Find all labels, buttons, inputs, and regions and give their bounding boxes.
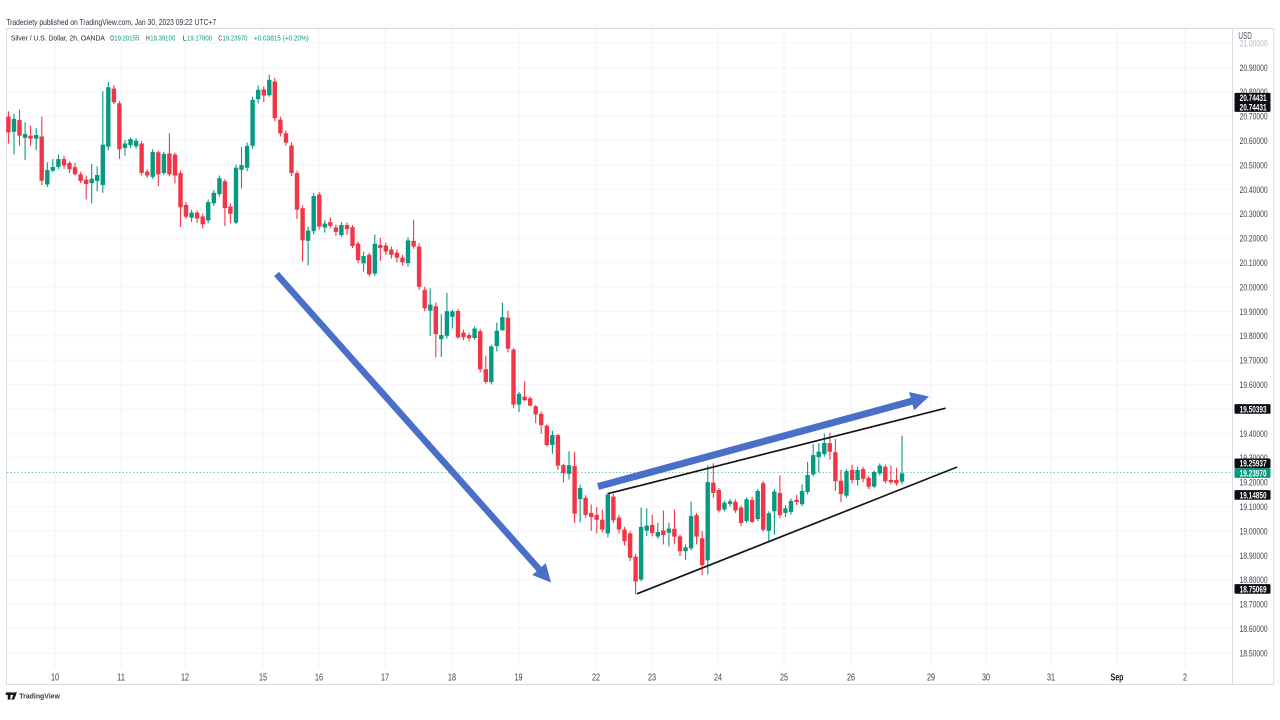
svg-text:18: 18 — [448, 672, 456, 683]
svg-text:Sep: Sep — [1111, 672, 1124, 683]
svg-text:19.17800: 19.17800 — [187, 34, 212, 43]
svg-text:20.20000: 20.20000 — [1240, 234, 1268, 245]
svg-text:10: 10 — [51, 672, 59, 683]
svg-text:O: O — [110, 34, 114, 43]
svg-text:18.80000: 18.80000 — [1240, 575, 1268, 586]
svg-text:19.60000: 19.60000 — [1240, 380, 1268, 391]
svg-text:19.23970: 19.23970 — [1240, 468, 1267, 478]
svg-text:20.30000: 20.30000 — [1240, 209, 1268, 220]
svg-text:2: 2 — [1183, 672, 1187, 683]
svg-text:20.90000: 20.90000 — [1240, 63, 1268, 74]
svg-text:31: 31 — [1047, 672, 1055, 683]
svg-text:16: 16 — [315, 672, 323, 683]
svg-text:L: L — [183, 34, 187, 43]
svg-text:20.80000: 20.80000 — [1240, 87, 1268, 98]
svg-text:26: 26 — [847, 672, 855, 683]
svg-text:20.10000: 20.10000 — [1240, 258, 1268, 269]
svg-text:19.70000: 19.70000 — [1240, 356, 1268, 367]
svg-text:24: 24 — [714, 672, 722, 683]
svg-text:20.50000: 20.50000 — [1240, 160, 1268, 171]
svg-text:20.70000: 20.70000 — [1240, 112, 1268, 123]
svg-text:21.00000: 21.00000 — [1240, 38, 1268, 49]
svg-text:20.40000: 20.40000 — [1240, 185, 1268, 196]
svg-text:Tradeciety published on Tradin: Tradeciety published on TradingView.com,… — [6, 17, 216, 27]
svg-text:19: 19 — [515, 672, 523, 683]
svg-text:19.50393: 19.50393 — [1240, 404, 1267, 414]
svg-text:19.39100: 19.39100 — [150, 34, 175, 43]
svg-text:15: 15 — [259, 672, 267, 683]
svg-text:19.90000: 19.90000 — [1240, 307, 1268, 318]
svg-text:19.25937: 19.25937 — [1240, 459, 1267, 469]
svg-text:29: 29 — [927, 672, 935, 683]
svg-text:C: C — [218, 34, 222, 43]
svg-text:19.80000: 19.80000 — [1240, 331, 1268, 342]
svg-text:20.60000: 20.60000 — [1240, 136, 1268, 147]
svg-text:18.90000: 18.90000 — [1240, 551, 1268, 562]
svg-text:19.00000: 19.00000 — [1240, 526, 1268, 537]
svg-text:23: 23 — [648, 672, 656, 683]
svg-text:USD: USD — [1238, 31, 1251, 42]
svg-text:17: 17 — [381, 672, 389, 683]
svg-text:18.75069: 18.75069 — [1240, 584, 1267, 594]
svg-text:+0.03815 (+0.20%): +0.03815 (+0.20%) — [254, 34, 309, 43]
svg-text:18.60000: 18.60000 — [1240, 624, 1268, 635]
svg-text:TradingView: TradingView — [19, 691, 60, 700]
svg-text:20.74431: 20.74431 — [1240, 93, 1267, 103]
svg-text:20.00000: 20.00000 — [1240, 282, 1268, 293]
svg-text:12: 12 — [181, 672, 189, 683]
svg-text:20.74431: 20.74431 — [1240, 102, 1267, 112]
svg-text:19.40000: 19.40000 — [1240, 429, 1268, 440]
svg-text:Silver / U.S. Dollar, 2h, OAND: Silver / U.S. Dollar, 2h, OANDA — [11, 34, 105, 43]
svg-text:H: H — [146, 34, 150, 43]
svg-text:19.20155: 19.20155 — [114, 34, 139, 43]
svg-text:19.23970: 19.23970 — [223, 34, 248, 43]
svg-text:19.10000: 19.10000 — [1240, 502, 1268, 513]
svg-text:18.70000: 18.70000 — [1240, 600, 1268, 611]
svg-text:18.50000: 18.50000 — [1240, 648, 1268, 659]
svg-text:19.14850: 19.14850 — [1240, 490, 1267, 500]
svg-text:19.20000: 19.20000 — [1240, 478, 1268, 489]
svg-text:22: 22 — [592, 672, 600, 683]
svg-text:11: 11 — [117, 672, 125, 683]
svg-text:30: 30 — [982, 672, 990, 683]
svg-text:25: 25 — [780, 672, 788, 683]
